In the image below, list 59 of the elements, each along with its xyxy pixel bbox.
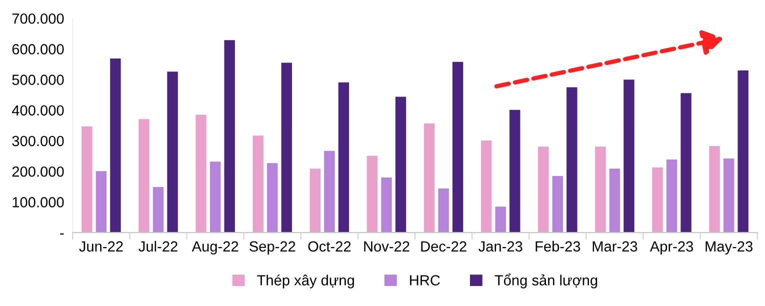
bar xyxy=(80,126,93,233)
x-tick-label: Apr-23 xyxy=(650,241,694,254)
x-tick-label: Aug-22 xyxy=(192,241,238,254)
bar xyxy=(224,39,236,233)
bar xyxy=(708,145,721,233)
y-tick-label: - xyxy=(60,233,64,235)
y-tick-label: 300.000 xyxy=(12,136,64,146)
bar xyxy=(737,70,750,233)
bar xyxy=(552,175,564,233)
bar xyxy=(152,186,164,233)
legend-label: Thép xây dựng xyxy=(257,274,354,288)
x-tick-label: Jun-22 xyxy=(79,241,123,252)
bar xyxy=(537,146,550,233)
x-tick-label: Nov-22 xyxy=(364,241,410,252)
bar xyxy=(680,92,692,233)
bar xyxy=(252,134,264,233)
bar xyxy=(366,155,378,233)
bar xyxy=(380,176,393,233)
bar xyxy=(437,188,450,233)
bar xyxy=(109,58,122,233)
bar xyxy=(508,109,521,233)
x-tick-label: Jan-23 xyxy=(478,241,522,252)
legend-label: HRC xyxy=(410,275,440,286)
x-tick-label: Jul-22 xyxy=(138,240,178,252)
bar xyxy=(651,166,664,233)
x-tick-label: Feb-23 xyxy=(536,240,580,252)
bar xyxy=(166,70,179,233)
y-tick-label: 500.000 xyxy=(12,74,64,85)
bar xyxy=(423,122,436,233)
bar xyxy=(194,114,208,233)
bar xyxy=(594,146,606,233)
x-tick-label: Sep-22 xyxy=(250,241,296,254)
bar xyxy=(280,62,293,233)
y-tick-label: 100.000 xyxy=(12,197,64,208)
legend-label: Tổng sản lượng xyxy=(494,274,598,288)
bar xyxy=(722,158,735,233)
bar xyxy=(209,160,222,233)
y-tick-label: 200.000 xyxy=(12,166,64,177)
bar xyxy=(394,96,407,233)
bar xyxy=(566,86,578,233)
x-tick-label: Dec-22 xyxy=(421,241,466,252)
x-tick-label: Oct-22 xyxy=(308,241,351,252)
bar xyxy=(494,206,507,233)
bar xyxy=(138,118,150,233)
x-tick-label: Mar-23 xyxy=(592,241,638,252)
bar xyxy=(622,78,636,233)
bar xyxy=(266,162,278,233)
y-tick-label: 700.000 xyxy=(12,13,64,24)
x-tick-label: May-23 xyxy=(706,241,752,254)
bar xyxy=(309,168,322,233)
bar xyxy=(338,82,350,233)
bar xyxy=(608,168,621,233)
bar xyxy=(323,150,336,233)
y-tick-label: 400.000 xyxy=(12,105,64,116)
y-tick-label: 600.000 xyxy=(12,44,64,54)
bar xyxy=(666,158,678,233)
bar xyxy=(452,61,464,233)
bar xyxy=(95,170,108,233)
bar xyxy=(480,140,492,233)
